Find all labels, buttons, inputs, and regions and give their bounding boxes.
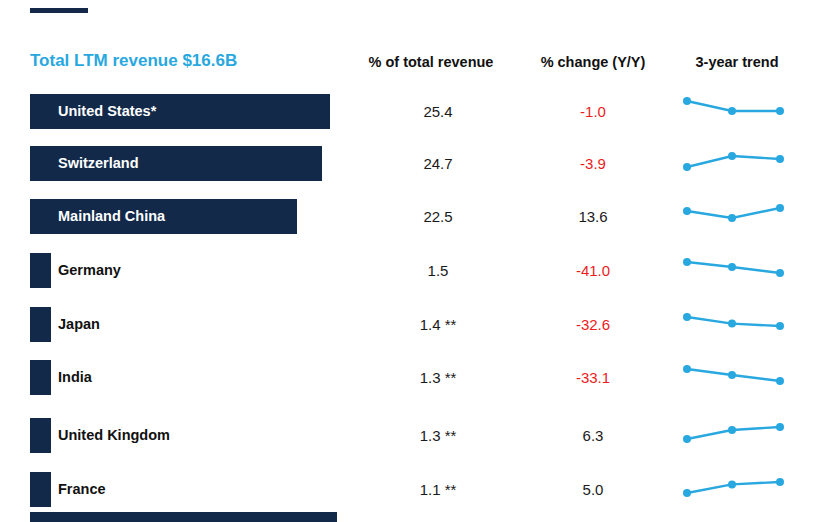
country-row: France 1.1 ** 5.0 bbox=[0, 472, 830, 508]
pct-total-value: 1.3 ** bbox=[378, 418, 498, 453]
country-row: Japan 1.4 ** -32.6 bbox=[0, 307, 830, 343]
trend-sparkline bbox=[680, 418, 784, 446]
country-bar bbox=[30, 360, 51, 395]
country-label: Germany bbox=[58, 253, 121, 288]
trend-point bbox=[776, 478, 784, 486]
column-header-trend: 3-year trend bbox=[657, 52, 817, 72]
trend-point bbox=[683, 489, 691, 497]
country-label: France bbox=[58, 472, 106, 507]
trend-point bbox=[776, 155, 784, 163]
country-label: Switzerland bbox=[58, 146, 139, 181]
trend-point bbox=[683, 207, 691, 215]
trend-point bbox=[683, 313, 691, 321]
trend-point bbox=[728, 214, 736, 222]
yoy-change-value: -32.6 bbox=[533, 307, 653, 342]
trend-sparkline bbox=[680, 253, 784, 281]
yoy-change-value: -33.1 bbox=[533, 360, 653, 395]
country-bar bbox=[30, 418, 51, 453]
country-row: United States* 25.4 -1.0 bbox=[0, 94, 830, 130]
yoy-change-value: -41.0 bbox=[533, 253, 653, 288]
country-bar bbox=[30, 307, 51, 342]
trend-point bbox=[776, 204, 784, 212]
pct-total-value: 22.5 bbox=[378, 199, 498, 234]
yoy-change-value: -1.0 bbox=[533, 94, 653, 129]
yoy-change-value: 5.0 bbox=[533, 472, 653, 507]
country-label: India bbox=[58, 360, 92, 395]
trend-point bbox=[776, 107, 784, 115]
trend-point bbox=[728, 371, 736, 379]
trend-point bbox=[683, 365, 691, 373]
trend-point bbox=[683, 258, 691, 266]
trend-sparkline bbox=[680, 472, 784, 500]
country-row: Mainland China 22.5 13.6 bbox=[0, 199, 830, 235]
yoy-change-value: 6.3 bbox=[533, 418, 653, 453]
trend-sparkline bbox=[680, 94, 784, 122]
partial-next-row-bar bbox=[30, 512, 337, 522]
trend-point bbox=[728, 320, 736, 328]
pct-total-value: 24.7 bbox=[378, 146, 498, 181]
trend-sparkline bbox=[680, 307, 784, 335]
yoy-change-value: -3.9 bbox=[533, 146, 653, 181]
pct-total-value: 25.4 bbox=[378, 94, 498, 129]
yoy-change-value: 13.6 bbox=[533, 199, 653, 234]
trend-point bbox=[728, 107, 736, 115]
trend-point bbox=[776, 423, 784, 431]
country-label: Mainland China bbox=[58, 199, 165, 234]
trend-sparkline bbox=[680, 146, 784, 174]
pct-total-value: 1.4 ** bbox=[378, 307, 498, 342]
country-label: United Kingdom bbox=[58, 418, 170, 453]
country-row: Germany 1.5 -41.0 bbox=[0, 253, 830, 289]
country-row: India 1.3 ** -33.1 bbox=[0, 360, 830, 396]
country-bar bbox=[30, 253, 51, 288]
trend-sparkline bbox=[680, 199, 784, 227]
top-accent-dash bbox=[30, 8, 88, 13]
trend-point bbox=[776, 377, 784, 385]
trend-point bbox=[776, 269, 784, 277]
country-bar bbox=[30, 472, 51, 507]
country-label: United States* bbox=[58, 94, 156, 129]
trend-point bbox=[728, 263, 736, 271]
trend-point bbox=[683, 435, 691, 443]
country-row: Switzerland 24.7 -3.9 bbox=[0, 146, 830, 182]
pct-total-value: 1.3 ** bbox=[378, 360, 498, 395]
trend-point bbox=[728, 480, 736, 488]
column-header-yoy-change: % change (Y/Y) bbox=[513, 52, 673, 72]
trend-point bbox=[683, 163, 691, 171]
trend-point bbox=[776, 322, 784, 330]
revenue-by-country-chart: Total LTM revenue $16.6B % of total reve… bbox=[0, 0, 830, 522]
trend-point bbox=[683, 97, 691, 105]
country-label: Japan bbox=[58, 307, 100, 342]
trend-sparkline bbox=[680, 360, 784, 388]
pct-total-value: 1.5 bbox=[378, 253, 498, 288]
country-row: United Kingdom 1.3 ** 6.3 bbox=[0, 418, 830, 454]
trend-point bbox=[728, 426, 736, 434]
pct-total-value: 1.1 ** bbox=[378, 472, 498, 507]
column-header-pct-total: % of total revenue bbox=[351, 52, 511, 72]
chart-title: Total LTM revenue $16.6B bbox=[30, 50, 237, 72]
trend-point bbox=[728, 152, 736, 160]
